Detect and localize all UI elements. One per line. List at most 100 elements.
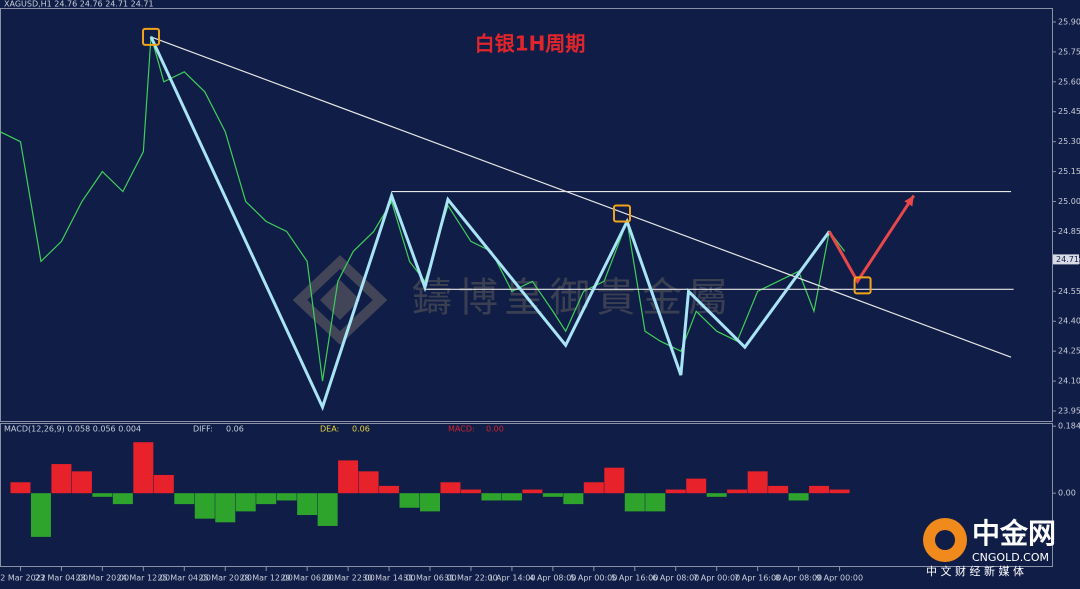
y-tick-label: 25.90 (1058, 17, 1080, 26)
x-tick-label: 4 Apr 08:00 (529, 574, 576, 583)
macd-bar (379, 485, 400, 494)
macd-bar (133, 442, 154, 494)
x-tick-label: 6 Apr 08:00 (652, 574, 699, 583)
x-tick-label: 31 Mar 06:00 (403, 574, 456, 583)
x-tick-label: 31 Mar 22:00 (444, 574, 497, 583)
y-tick-label: 25.00 (1058, 197, 1080, 206)
x-tick-label: 8 Apr 08:00 (775, 574, 822, 583)
price-line (149, 36, 831, 412)
marker-box (142, 27, 161, 46)
x-tick-label: 28 Mar 12:00 (239, 574, 292, 583)
macd-bar (420, 493, 441, 512)
macd-bar (583, 482, 604, 494)
logo-icon (935, 530, 955, 550)
macd-bar (358, 471, 379, 494)
x-tick-label: 9 Apr 00:00 (816, 574, 863, 583)
macd-bar (256, 493, 277, 505)
x-tick-label: 24 Mar 12:00 (117, 574, 170, 583)
header: XAGUSD,H1 24.76 24.76 24.71 24.71 (4, 0, 154, 9)
x-tick-label: 7 Apr 16:00 (734, 574, 781, 583)
y-tick-label: 0.00 (1058, 489, 1076, 498)
macd-bar (768, 485, 789, 494)
marker-box (612, 204, 631, 223)
last-price-label: 24.71 (1056, 255, 1079, 264)
x-tick-label: 1 Apr 14:00 (488, 574, 535, 583)
y-tick-label: 25.30 (1058, 137, 1080, 146)
macd-bar (809, 485, 830, 494)
y-tick-label: 24.25 (1058, 347, 1080, 356)
macd-bar (665, 489, 686, 494)
price-line (0, 35, 846, 382)
macd-label: MACD: (448, 425, 475, 434)
macd-bar (645, 493, 666, 512)
arrow-head (904, 195, 914, 207)
macd-label: 0.06 (352, 425, 370, 434)
macd-bar (829, 489, 850, 494)
macd-label: 0.06 (226, 425, 244, 434)
macd-label: 0.00 (486, 425, 504, 434)
x-tick-label: 23 Mar 20:00 (76, 574, 129, 583)
macd-title: MACD(12,26,9) 0.058 0.056 0.004 (4, 425, 141, 434)
macd-bar (522, 489, 543, 494)
macd-bar (112, 493, 133, 505)
x-tick-label: 25 Mar 20:00 (199, 574, 252, 583)
macd-bar (501, 493, 522, 501)
macd-frame (0, 423, 1053, 567)
price-line (150, 36, 1012, 358)
macd-bar (174, 493, 195, 505)
macd-bar (747, 471, 768, 494)
x-tick-label: 29 Mar 22:00 (321, 574, 374, 583)
y-tick-label: 25.15 (1058, 167, 1080, 176)
macd-bar (92, 493, 113, 497)
macd-bar (727, 489, 748, 494)
x-tick-label: 7 Apr 00:00 (693, 574, 740, 583)
x-tick-label: 29 Mar 06:00 (280, 574, 333, 583)
macd-bar (788, 493, 809, 501)
last-price-box (1053, 254, 1079, 265)
macd-bar (460, 489, 481, 494)
x-tick-label: 5 Apr 16:00 (611, 574, 658, 583)
y-tick-label: 24.40 (1058, 317, 1080, 326)
macd-bar (297, 493, 318, 516)
logo-site: CNGOLD.COM (972, 551, 1049, 564)
chart-title: 白银1H周期 (475, 32, 586, 56)
macd-bar (563, 493, 584, 505)
macd-bar (481, 493, 502, 501)
macd-bar (399, 493, 420, 508)
macd-bar (71, 471, 92, 494)
macd-bar (10, 482, 31, 494)
price-line (828, 194, 916, 285)
watermark: 鑄博皇御貴金屬 (412, 275, 734, 321)
macd-bar (686, 478, 707, 494)
macd-bar (276, 493, 297, 501)
y-tick-label: 24.10 (1058, 377, 1080, 386)
y-tick-label: 25.75 (1058, 47, 1080, 56)
logo-slogan: 中 文 财 经 新 媒 体 (926, 564, 1024, 578)
macd-bar (624, 493, 645, 512)
logo: 中金网 CNGOLD.COM 中 文 财 经 新 媒 体 (923, 517, 1056, 578)
y-tick-label: 0.184 (1058, 422, 1080, 431)
macd-bar (440, 482, 461, 494)
macd-bar (153, 474, 174, 494)
price-frame (0, 8, 1053, 422)
x-tick-label: 5 Apr 00:00 (570, 574, 617, 583)
x-tick-label: 25 Mar 04:00 (158, 574, 211, 583)
x-tick-label: 22 Mar 2022 (0, 574, 46, 583)
macd-label: DIFF: (193, 425, 213, 434)
macd-bar (706, 493, 727, 497)
macd-bar (317, 493, 338, 526)
x-tick-label: 30 Mar 14:00 (362, 574, 415, 583)
macd-bar (604, 467, 625, 494)
macd-bar (338, 460, 359, 494)
macd-bar (30, 493, 51, 537)
macd-label: DEA: (320, 425, 339, 434)
y-tick-label: 23.95 (1058, 407, 1080, 416)
macd-bar (235, 493, 256, 512)
watermark-logo (292, 255, 388, 345)
x-tick-label: 23 Mar 04:00 (35, 574, 88, 583)
marker-box (853, 276, 872, 295)
y-tick-label: 25.60 (1058, 77, 1080, 86)
y-tick-label: 24.85 (1058, 227, 1080, 236)
macd-bar (51, 464, 72, 494)
